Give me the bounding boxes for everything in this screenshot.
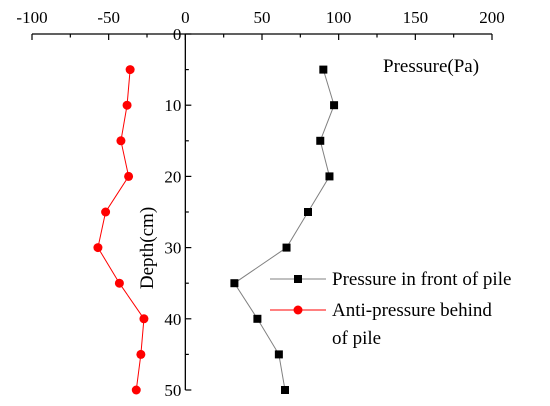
- legend: Pressure in front of pile Anti-pressure b…: [270, 269, 511, 349]
- data-point: [131, 385, 141, 395]
- data-point: [136, 349, 146, 359]
- legend-label: Anti-pressure behind of pile: [332, 300, 492, 349]
- x-tick-label: 0: [181, 8, 190, 27]
- x-axis-label: Pressure(Pa): [383, 56, 479, 77]
- data-point: [139, 314, 149, 324]
- data-point: [330, 101, 339, 110]
- x-tick-label: 50: [254, 8, 271, 27]
- data-point: [319, 65, 328, 74]
- series-2: [93, 65, 149, 395]
- series-layer: [93, 65, 339, 395]
- y-tick-label: 20: [164, 167, 181, 186]
- data-point: [101, 207, 111, 217]
- series-1: [230, 65, 339, 394]
- x-tick-label: -50: [97, 8, 120, 27]
- y-axis-label: Depth(cm): [137, 207, 158, 289]
- data-point: [116, 136, 126, 146]
- x-tick-label: -100: [16, 8, 47, 27]
- legend-marker: [294, 275, 302, 283]
- data-point: [253, 314, 262, 323]
- series-line: [233, 69, 335, 391]
- y-tick-label: 50: [164, 381, 181, 400]
- x-tick-label: 200: [479, 8, 505, 27]
- data-point: [325, 172, 334, 181]
- data-point: [316, 136, 325, 145]
- legend-entry-2: Anti-pressure behind of pile: [270, 300, 492, 349]
- data-point: [304, 208, 312, 216]
- data-point: [125, 65, 135, 75]
- legend-entry-1: Pressure in front of pile: [270, 269, 511, 290]
- y-tick-label: 40: [164, 310, 181, 329]
- data-point: [93, 243, 103, 253]
- legend-label: Pressure in front of pile: [332, 269, 511, 290]
- x-tick-label: 100: [326, 8, 352, 27]
- legend-marker: [293, 305, 303, 315]
- y-tick-label: 0: [173, 25, 182, 44]
- data-point: [122, 100, 132, 110]
- x-tick-label: 150: [403, 8, 429, 27]
- data-point: [281, 386, 289, 394]
- y-tick-label: 10: [164, 96, 181, 115]
- data-point: [282, 243, 291, 252]
- data-point: [274, 350, 283, 359]
- data-point: [230, 279, 239, 288]
- series-line: [97, 69, 145, 391]
- axes: -100 -50 0 50 100 150 200 0 10 20 30 40 50: [16, 8, 504, 400]
- y-tick-label: 30: [164, 239, 181, 258]
- data-point: [114, 278, 124, 288]
- data-point: [124, 171, 134, 181]
